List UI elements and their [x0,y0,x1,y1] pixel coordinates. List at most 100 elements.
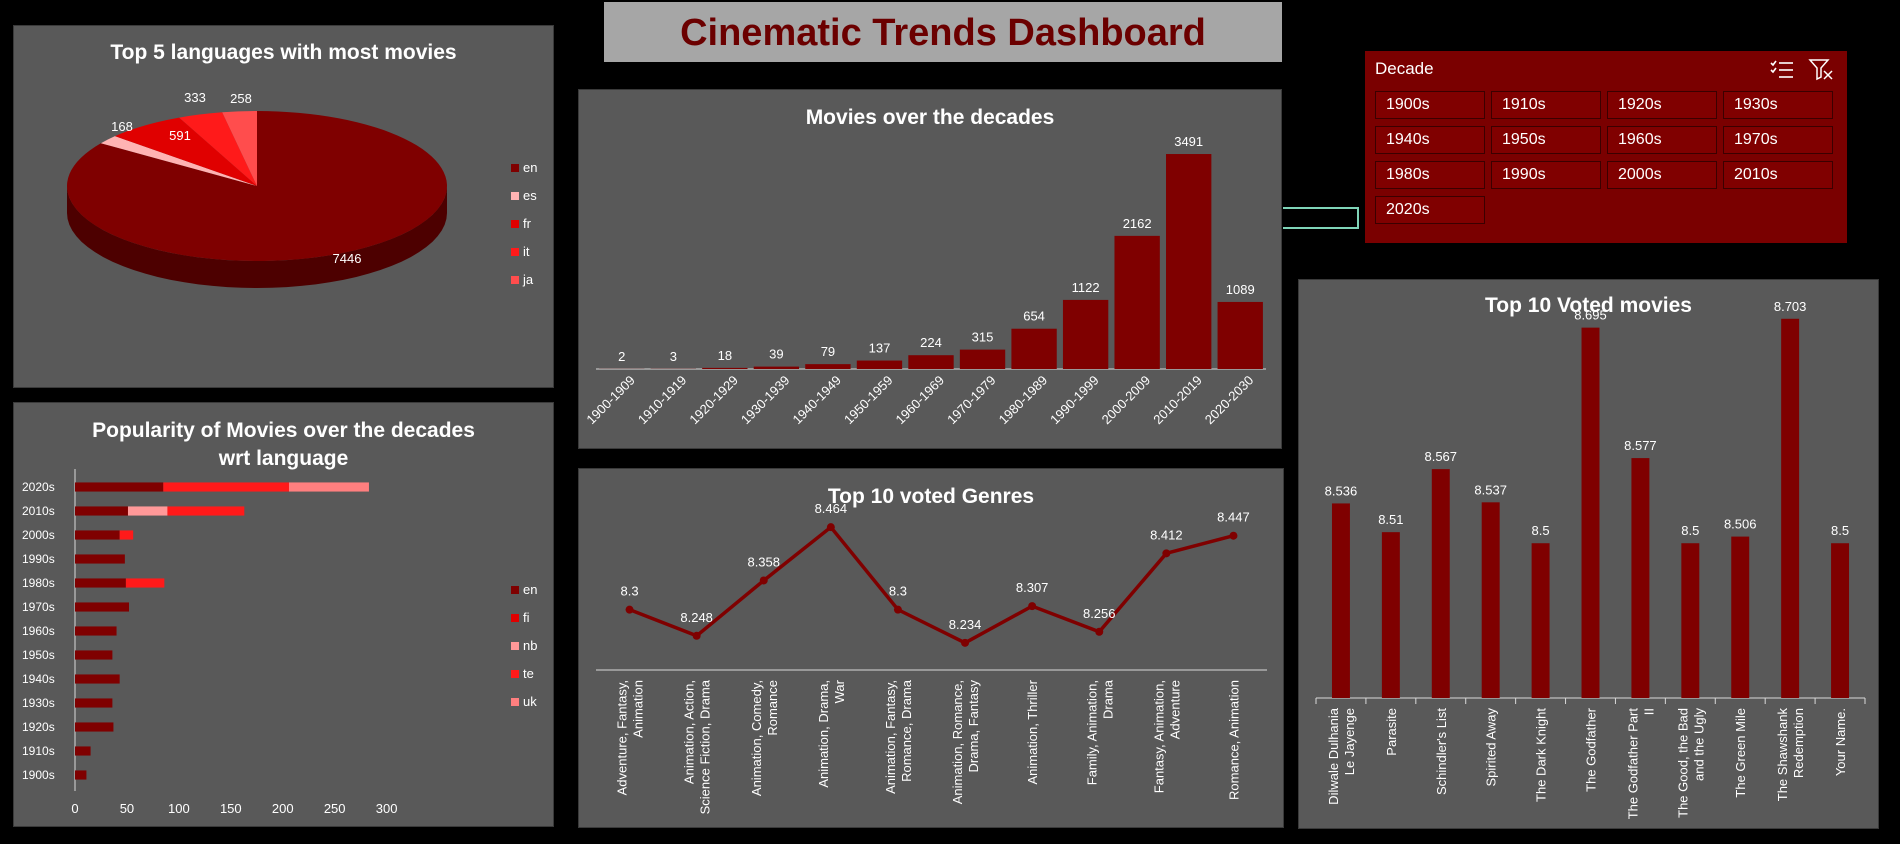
popularity-tick-1970s: 1970s [22,600,55,614]
popularity-legend-swatch-en [511,586,519,594]
decades-value-1940-1949: 79 [821,344,835,359]
voted-value-3: 8.537 [1474,482,1507,497]
popularity-tick-2010s: 2010s [22,504,55,518]
popularity-legend-swatch-nb [511,642,519,650]
slicer-item-1940s[interactable]: 1940s [1375,126,1485,154]
popularity-bar-1980s-te [125,578,165,588]
popularity-tick-1940s: 1940s [22,672,55,686]
popularity-tick-1990s: 1990s [22,552,55,566]
decades-bar-1950-1959 [856,360,903,369]
voted-tick-9-0: The Shawshank [1775,708,1790,802]
pie-slice-es [100,136,257,186]
decades-value-1990-1999: 1122 [1072,280,1100,295]
popularity-bar-2010s-nb [127,506,168,516]
genres-value-9: 8.447 [1217,510,1250,525]
slicer-item-1990s[interactable]: 1990s [1491,161,1601,189]
genres-value-6: 8.307 [1016,580,1049,595]
popularity-bar-1960s-en [75,626,117,636]
decades-value-1970-1979: 315 [972,330,994,345]
decades-tick-1980-1989: 1980-1989 [996,373,1051,428]
popularity-tick-1980s: 1980s [22,576,55,590]
popularity-bar-1940s-en [75,674,120,684]
pie-legend-fr: fr [523,216,532,231]
genres-chart-panel: Top 10 voted Genres 8.3 Adventure, Fantas… [578,468,1284,828]
multi-select-icon[interactable] [1769,57,1795,81]
decades-bar-1980-1989 [1011,328,1057,369]
slicer-item-1960s[interactable]: 1960s [1607,126,1717,154]
genres-tick-1-1: Science Fiction, Drama [698,679,713,814]
voted-bar-9 [1781,318,1800,698]
decade-slicer[interactable]: Decade 1900s 1910s 1920s 1930s 1940s 1950s 196… [1365,51,1847,243]
genres-tick-2-1: Romance [765,680,780,736]
decades-value-1930-1939: 39 [769,347,783,362]
popularity-xtick-200: 200 [272,801,294,816]
voted-bar-0 [1331,503,1350,698]
popularity-bar-1990s-en [75,554,125,564]
voted-bar-8 [1731,536,1750,698]
decades-value-1920-1929: 18 [718,348,732,363]
pie-label-it: 333 [184,90,206,105]
voted-tick-3-0: Spirited Away [1484,708,1499,787]
slicer-item-1920s[interactable]: 1920s [1607,91,1717,119]
popularity-bar-2020s-en [75,482,164,492]
popularity-tick-1960s: 1960s [22,624,55,638]
genres-point-4 [893,605,902,614]
decades-bar-1990-1999 [1062,299,1109,369]
slicer-item-2020s[interactable]: 2020s [1375,196,1485,224]
popularity-bar-1910s-en [75,746,91,756]
popularity-tick-2000s: 2000s [22,528,55,542]
pie-slice-en [66,111,447,261]
popularity-bar-2020s-te [163,482,289,492]
decades-value-1950-1959: 137 [869,341,891,356]
voted-value-4: 8.5 [1532,523,1550,538]
slicer-item-1930s[interactable]: 1930s [1723,91,1833,119]
popularity-legend-te: te [523,666,534,681]
slicer-item-1970s[interactable]: 1970s [1723,126,1833,154]
popularity-chart: 2020s 2010s 2000s 1990s 1980s 1970s 1960s 1950s… [22,469,537,816]
genres-tick-7-1: Drama [1100,679,1115,719]
decades-tick-1920-1929: 1920-1929 [686,373,741,428]
pie-legend-en: en [523,160,537,175]
popularity-legend-swatch-uk [511,698,519,706]
voted-value-6: 8.577 [1624,438,1657,453]
genres-tick-6-0: Animation, Thriller [1025,679,1040,784]
popularity-bar-1920s-en [75,722,114,732]
voted-tick-5-0: The Godfather [1584,707,1599,791]
decades-bar-2020-2030 [1217,301,1263,369]
decades-bar-1920-1929 [702,367,748,369]
decades-tick-2010-2019: 2010-2019 [1150,373,1205,428]
voted-tick-9-1: Redemption [1791,708,1806,778]
genres-value-5: 8.234 [949,617,982,632]
genres-tick-0-0: Adventure, Fantasy, [615,680,630,795]
voted-tick-2-0: Schindler's List [1434,708,1449,795]
slicer-item-1980s[interactable]: 1980s [1375,161,1485,189]
selection-connector [1283,207,1359,229]
clear-filter-icon[interactable] [1808,57,1834,81]
decades-bar-1970-1979 [959,349,1006,369]
pie-legend-swatch-fr [511,220,519,228]
slicer-item-2000s[interactable]: 2000s [1607,161,1717,189]
slicer-item-2010s[interactable]: 2010s [1723,161,1833,189]
slicer-item-1900s[interactable]: 1900s [1375,91,1485,119]
pie-label-fr: 591 [169,128,191,143]
voted-bar-2 [1431,469,1450,698]
slicer-item-1950s[interactable]: 1950s [1491,126,1601,154]
pie-chart: 7446 168 591 333 258 en es fr it ja [66,90,537,288]
popularity-bar-1900s-en [75,770,87,780]
slicer-item-1910s[interactable]: 1910s [1491,91,1601,119]
genres-point-6 [1028,602,1037,611]
popularity-bar-1970s-en [75,602,130,612]
voted-value-7: 8.5 [1681,523,1699,538]
popularity-bar-2000s-en [75,530,120,540]
decades-chart-panel: Movies over the decades 2 1900-1909 3 1910-… [578,89,1282,449]
genres-tick-4-1: Romance, Drama [899,679,914,782]
pie-legend-es: es [523,188,537,203]
popularity-legend-en: en [523,582,537,597]
pie-legend-it: it [523,244,530,259]
genres-point-8 [1162,549,1171,558]
decades-value-2000-2009: 2162 [1123,216,1152,231]
decades-value-1960-1969: 224 [920,335,942,350]
genres-value-7: 8.256 [1083,606,1116,621]
voted-bar-3 [1481,502,1500,698]
decades-bar-1960-1969 [908,355,954,369]
